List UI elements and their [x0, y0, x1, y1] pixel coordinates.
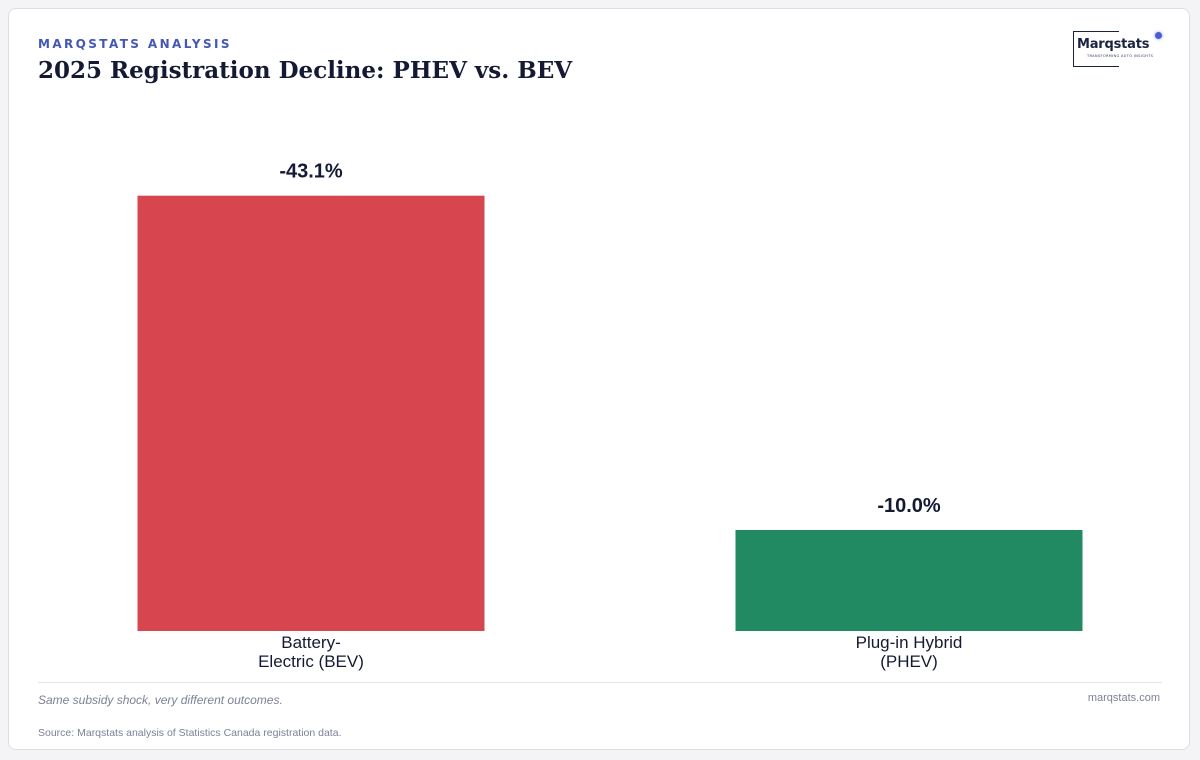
- logo-tagline: TRANSFORMING AUTO INSIGHTS: [1087, 54, 1154, 58]
- footer-divider: [38, 682, 1162, 683]
- bar-chart: -43.1% Battery-Electric (BEV) -10.0% Plug-i…: [137, 161, 1083, 671]
- chart-card: MARQSTATS ANALYSIS 2025 Registration Dec…: [8, 8, 1190, 750]
- bar-bev: [137, 195, 485, 631]
- logo-frame: [1073, 31, 1119, 67]
- category-label-bev-line1: Battery-: [281, 633, 341, 652]
- logo-wordmark: Marqstats: [1077, 37, 1150, 52]
- footer-site-link[interactable]: marqstats.com: [1087, 692, 1160, 704]
- category-label-phev-line1: Plug-in Hybrid: [856, 633, 963, 652]
- bar-phev: [735, 530, 1083, 631]
- footer-caption: Same subsidy shock, very different outco…: [38, 693, 283, 707]
- category-label-phev-line2: (PHEV): [880, 652, 938, 671]
- eyebrow-label: MARQSTATS ANALYSIS: [38, 37, 232, 51]
- logo-dot-icon: [1155, 32, 1162, 39]
- chart-title: 2025 Registration Decline: PHEV vs. BEV: [38, 57, 573, 84]
- marqstats-logo: Marqstats TRANSFORMING AUTO INSIGHTS: [1073, 31, 1165, 69]
- source-note: Source: Marqstats analysis of Statistics…: [38, 727, 342, 739]
- category-label-bev-line2: Electric (BEV): [258, 652, 364, 671]
- value-label-bev: -43.1%: [279, 161, 343, 183]
- value-label-phev: -10.0%: [877, 495, 941, 517]
